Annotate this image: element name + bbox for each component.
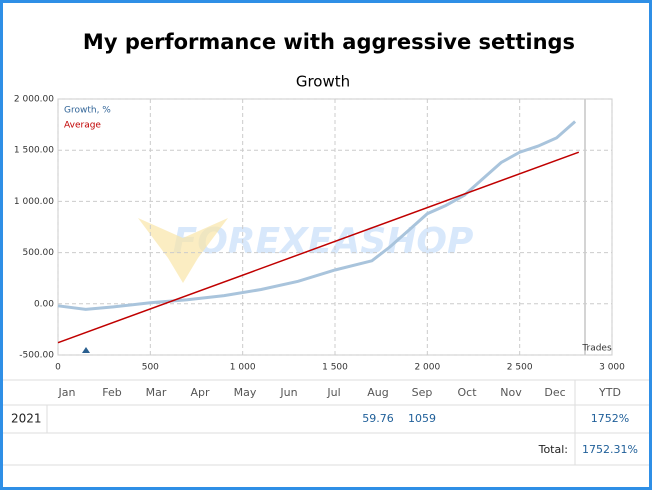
x-tick-label: 3 000 <box>599 363 625 373</box>
row-year: 2021 <box>11 412 42 426</box>
table: Jan Feb Mar Apr May Jun Jul Aug Sep Oct Nov Dec YTD 2… <box>3 379 649 466</box>
watermark-logo <box>138 218 228 283</box>
x-tick-label: 0 <box>55 363 61 373</box>
x-tick-label: 500 <box>142 363 159 373</box>
month-header: Jun <box>279 386 297 399</box>
month-header: May <box>234 386 257 399</box>
x-axis-label: Trades <box>581 344 612 354</box>
legend-entry: Growth, % <box>64 106 111 116</box>
cell: 1752% <box>591 412 629 425</box>
month-header: Jan <box>58 386 76 399</box>
watermark: FOREXEASHOP <box>173 221 474 262</box>
month-header: Jul <box>326 386 340 399</box>
total-label: Total: <box>538 443 568 456</box>
y-tick-label: -500.00 <box>19 351 54 361</box>
total-value: 1752.31% <box>582 443 638 456</box>
month-header: YTD <box>598 386 621 399</box>
y-tick-label: 1 500.00 <box>14 146 54 156</box>
y-tick-label: 500.00 <box>23 248 55 258</box>
month-header: Nov <box>500 386 522 399</box>
legend-entry: Average <box>64 121 101 131</box>
cell: 59.76 <box>362 412 394 425</box>
y-tick-label: 1 000.00 <box>14 197 54 207</box>
series-line <box>57 120 577 311</box>
month-header: Sep <box>412 386 433 399</box>
month-header: Mar <box>146 386 167 399</box>
x-tick-label: 2 000 <box>414 363 440 373</box>
y-tick-label: 0.00 <box>34 299 54 309</box>
chart: My performance with aggressive settings … <box>3 30 649 466</box>
heading: My performance with aggressive settings <box>83 30 575 54</box>
x-tick-label: 2 500 <box>507 363 533 373</box>
month-header: Apr <box>190 386 210 399</box>
deposit-marker <box>82 347 90 353</box>
month-header: Dec <box>544 386 565 399</box>
month-header: Aug <box>367 386 388 399</box>
x-tick-label: 1 000 <box>230 363 256 373</box>
y-tick-label: 2 000.00 <box>14 95 54 105</box>
series-line <box>57 151 580 344</box>
month-header: Feb <box>102 386 121 399</box>
month-header: Oct <box>457 386 477 399</box>
x-tick-label: 1 500 <box>322 363 348 373</box>
cell: 1059 <box>408 412 436 425</box>
chart-title: Growth <box>296 73 350 91</box>
